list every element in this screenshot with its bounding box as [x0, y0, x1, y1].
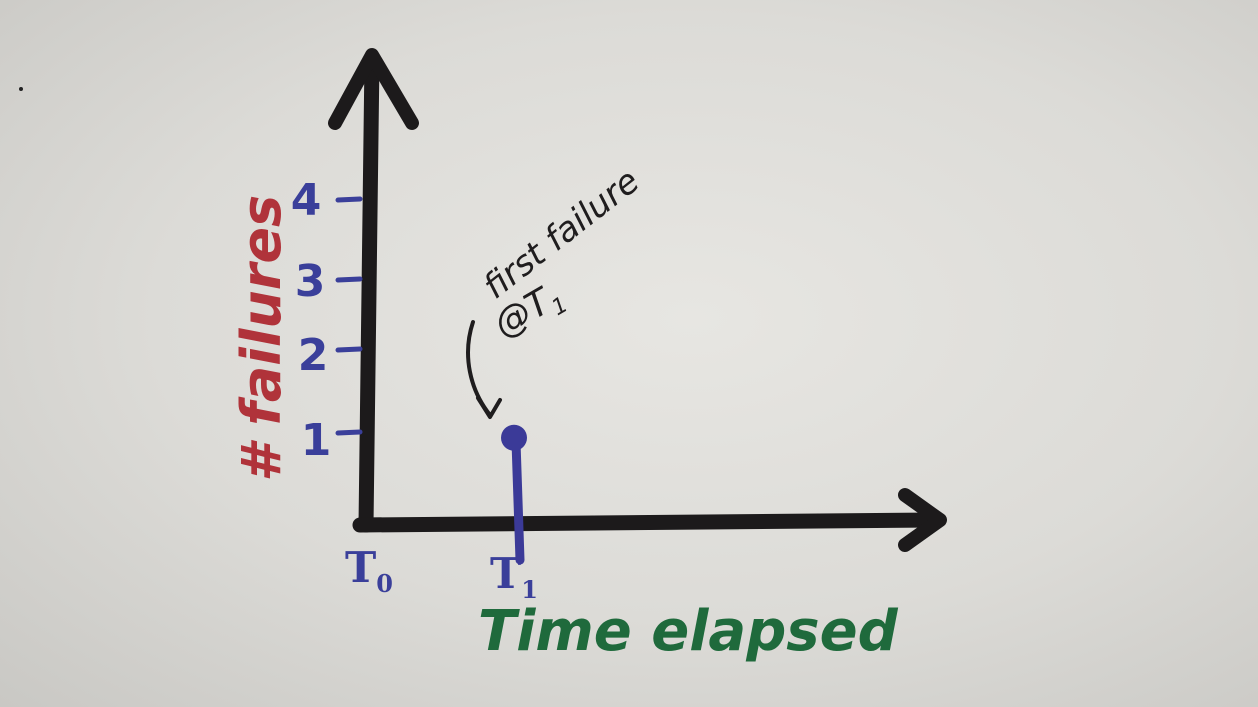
y-ticks: 1 2 3 4: [291, 175, 363, 466]
pen-dot: [19, 87, 23, 91]
x-ticks: T0 T1: [345, 543, 538, 604]
data-stem-t1: [511, 437, 525, 565]
y-tick-label-2: 2: [298, 330, 329, 381]
x-axis-line: [352, 512, 943, 533]
y-tick-mark-3: [335, 276, 363, 283]
y-tick-mark-1: [335, 429, 363, 436]
annotation-arrowhead: [476, 396, 502, 419]
annotation: first failure @T1: [466, 161, 647, 419]
x-tick-label-t1: T1: [490, 549, 538, 604]
y-tick-mark-2: [335, 346, 363, 353]
y-axis-label: # failures: [230, 195, 293, 482]
y-axis-arrowhead: [328, 48, 419, 130]
y-tick-label-3: 3: [295, 256, 326, 307]
y-axis-line: [358, 50, 380, 533]
x-tick-label-t0: T0: [345, 543, 393, 598]
annotation-line-1: first failure: [476, 161, 647, 307]
x-axis-arrowhead: [898, 488, 947, 552]
data-series: [501, 424, 527, 565]
x-axis-label: Time elapsed: [478, 599, 899, 664]
y-tick-label-1: 1: [301, 415, 332, 466]
y-tick-mark-4: [335, 196, 363, 203]
axes: [328, 48, 947, 552]
data-point-t1: [501, 424, 527, 451]
y-tick-label-4: 4: [291, 175, 322, 226]
